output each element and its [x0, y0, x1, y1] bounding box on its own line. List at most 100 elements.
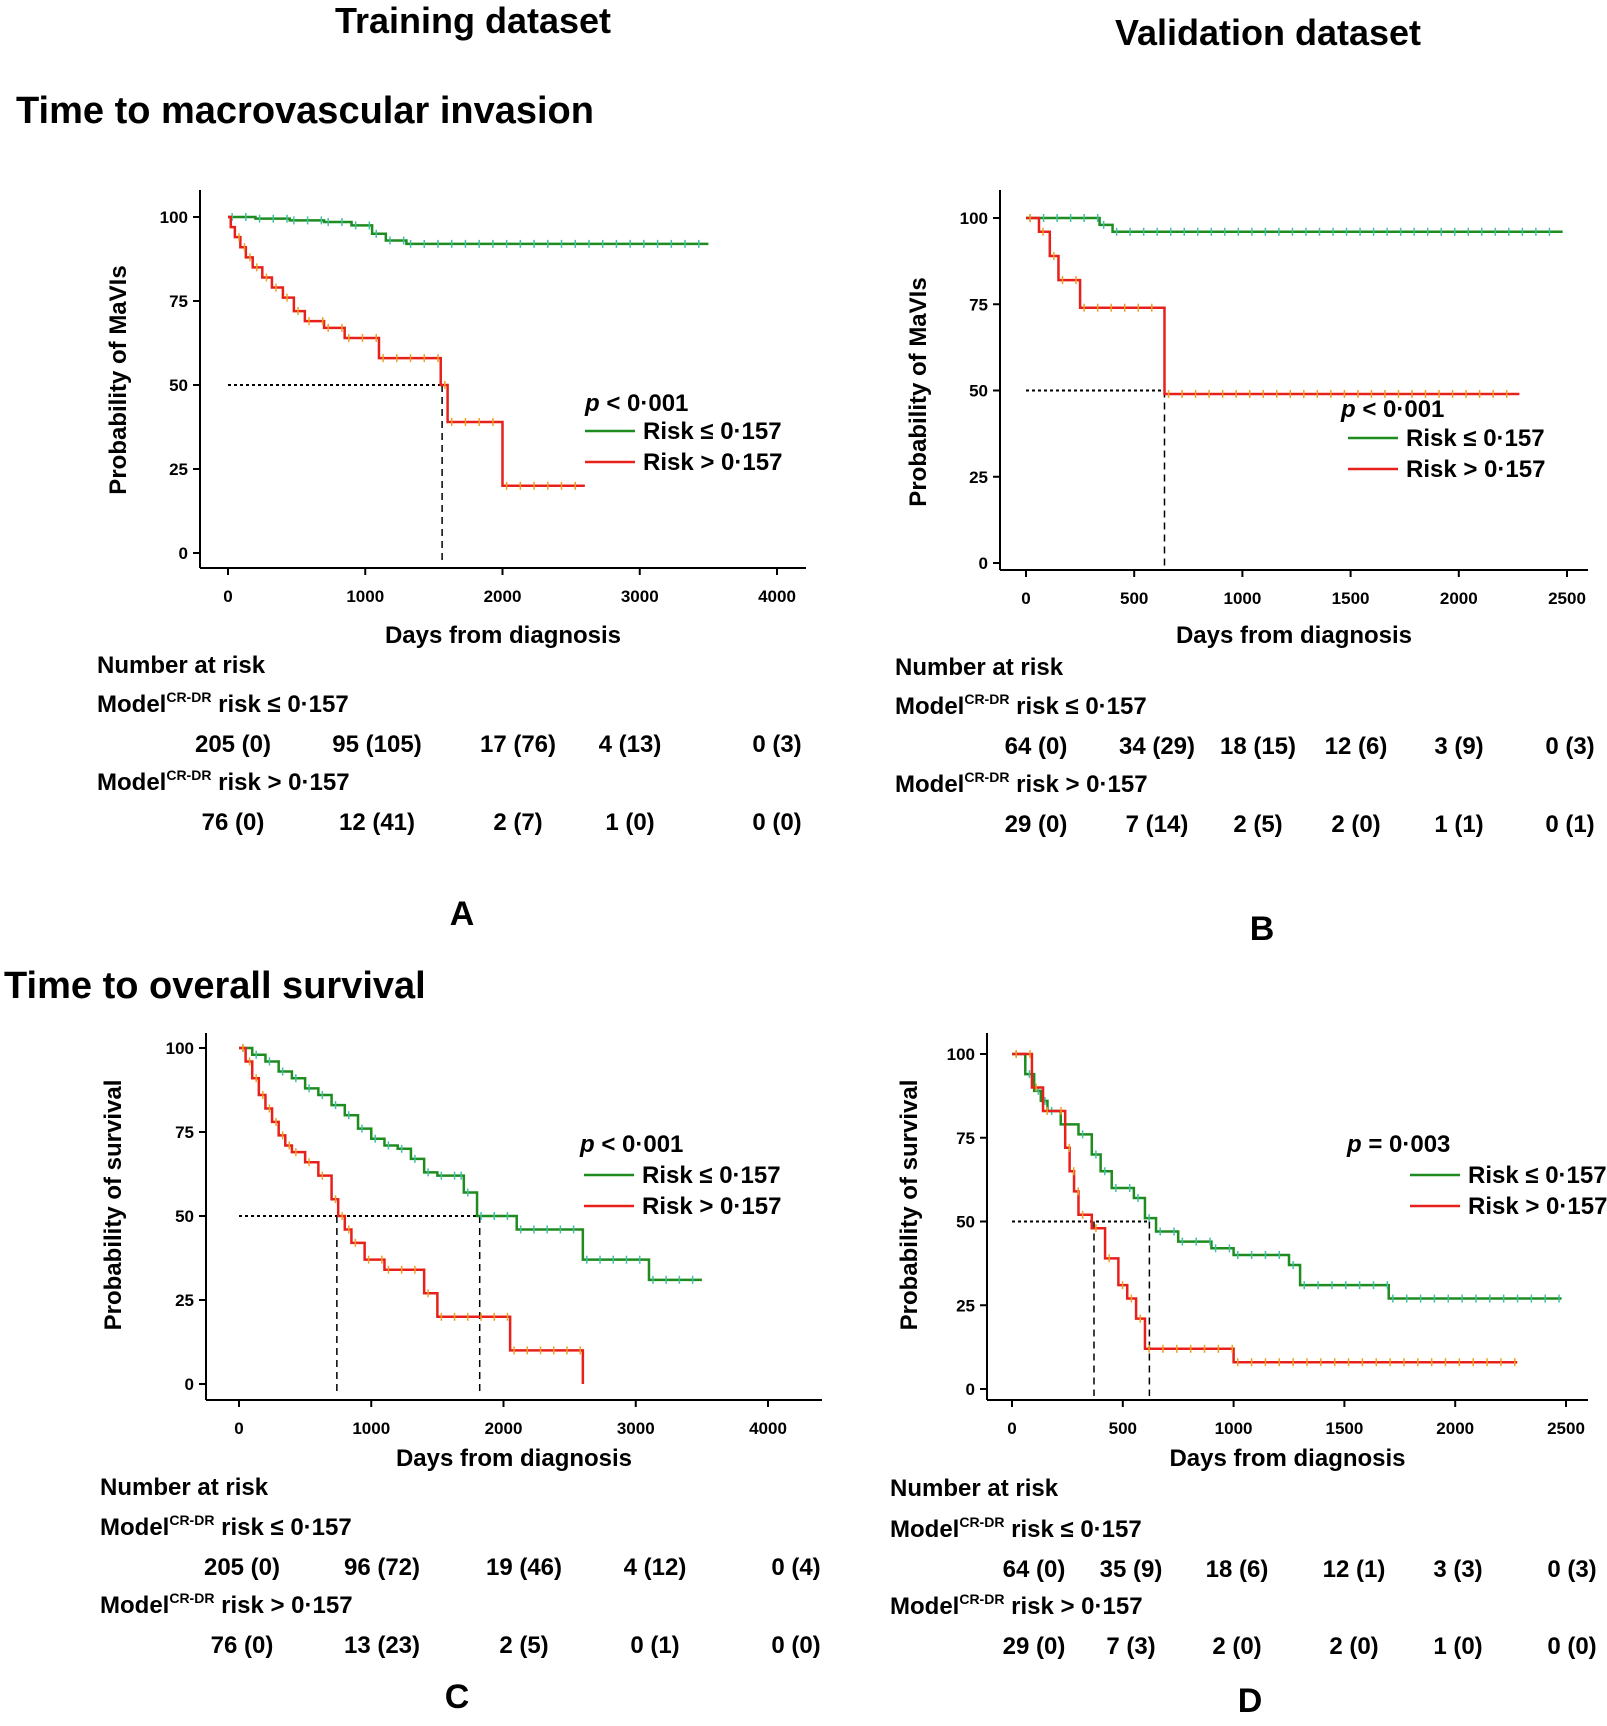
x-axis-label: Days from diagnosis	[396, 1445, 632, 1472]
panel-letter: C	[445, 1678, 470, 1716]
header-training: Training dataset	[335, 0, 611, 41]
x-tick-label: 0	[1007, 1419, 1016, 1438]
legend-entry: Risk ≤ 0·157	[1406, 425, 1545, 452]
x-tick-label: 0	[234, 1419, 243, 1438]
y-tick-label: 25	[969, 468, 988, 487]
risk-table-cell: 64 (0)	[1005, 733, 1068, 760]
risk-table-cell: 13 (23)	[344, 1632, 420, 1659]
x-tick-label: 3000	[617, 1419, 655, 1438]
panel-letter: A	[450, 895, 475, 933]
risk-table-cell: 205 (0)	[204, 1554, 280, 1581]
legend-entry: Risk > 0·157	[642, 1193, 781, 1220]
risk-table-cell: 205 (0)	[195, 731, 271, 758]
x-tick-label: 2500	[1548, 589, 1586, 608]
risk-table-row-label-high: ModelCR-DR risk > 0·157	[100, 1590, 353, 1619]
risk-table-cell: 18 (6)	[1206, 1556, 1269, 1583]
legend-entry: Risk > 0·157	[643, 449, 782, 476]
x-tick-label: 2500	[1547, 1419, 1585, 1438]
y-axis-label: Probability of MaVIs	[105, 265, 132, 494]
risk-table-cell: 0 (0)	[1547, 1633, 1596, 1660]
risk-table-cell: 0 (1)	[630, 1632, 679, 1659]
y-tick-label: 75	[969, 295, 988, 314]
x-axis-label: Days from diagnosis	[1169, 1445, 1405, 1472]
header-validation: Validation dataset	[1115, 12, 1421, 53]
risk-table-title: Number at risk	[97, 652, 266, 679]
y-tick-label: 100	[160, 208, 188, 227]
risk-table-cell: 12 (1)	[1323, 1556, 1386, 1583]
risk-table-cell: 96 (72)	[344, 1554, 420, 1581]
x-tick-label: 2000	[485, 1419, 523, 1438]
panel-letter: B	[1250, 910, 1275, 948]
risk-table-cell: 29 (0)	[1003, 1633, 1066, 1660]
y-tick-label: 100	[166, 1039, 194, 1058]
y-tick-label: 50	[169, 376, 188, 395]
y-tick-label: 25	[169, 460, 188, 479]
risk-table-cell: 3 (3)	[1433, 1556, 1482, 1583]
risk-table-row-label-high: ModelCR-DR risk > 0·157	[895, 769, 1148, 798]
p-value: p < 0·001	[584, 390, 688, 417]
y-tick-label: 75	[956, 1129, 975, 1148]
risk-table-cell: 0 (1)	[1545, 811, 1594, 838]
legend-entry: Risk > 0·157	[1468, 1193, 1607, 1220]
series-high-risk-line	[228, 215, 585, 488]
series-high-risk-line	[1012, 1052, 1518, 1364]
risk-table-row-label-high: ModelCR-DR risk > 0·157	[890, 1591, 1143, 1620]
risk-table-cell: 2 (0)	[1329, 1633, 1378, 1660]
risk-table-cell: 76 (0)	[211, 1632, 274, 1659]
y-axis-label: Probability of survival	[100, 1080, 127, 1331]
risk-table-cell: 17 (76)	[480, 731, 556, 758]
risk-table-cell: 34 (29)	[1119, 733, 1195, 760]
risk-table-cell: 2 (5)	[499, 1632, 548, 1659]
y-tick-label: 0	[966, 1380, 975, 1399]
risk-table-cell: 64 (0)	[1003, 1556, 1066, 1583]
x-axis-label: Days from diagnosis	[385, 622, 621, 649]
y-tick-label: 50	[175, 1207, 194, 1226]
risk-table-title: Number at risk	[890, 1475, 1059, 1502]
y-tick-label: 25	[956, 1296, 975, 1315]
risk-table-cell: 2 (0)	[1212, 1633, 1261, 1660]
legend-entry: Risk ≤ 0·157	[1468, 1162, 1607, 1189]
y-tick-label: 75	[175, 1123, 194, 1142]
risk-table-cell: 2 (0)	[1331, 811, 1380, 838]
section-title-mavi: Time to macrovascular invasion	[16, 90, 594, 132]
series-high-risk-line	[239, 1046, 585, 1384]
y-tick-label: 0	[185, 1375, 194, 1394]
x-tick-label: 1500	[1325, 1419, 1363, 1438]
y-tick-label: 100	[947, 1045, 975, 1064]
y-tick-label: 75	[169, 292, 188, 311]
y-tick-label: 50	[956, 1213, 975, 1232]
risk-table-title: Number at risk	[100, 1474, 269, 1501]
risk-table-cell: 18 (15)	[1220, 733, 1296, 760]
x-tick-label: 4000	[749, 1419, 787, 1438]
risk-table-cell: 1 (1)	[1434, 811, 1483, 838]
legend-entry: Risk > 0·157	[1406, 456, 1545, 483]
x-tick-label: 0	[1021, 589, 1030, 608]
x-tick-label: 4000	[758, 587, 796, 606]
panel-letter: D	[1238, 1682, 1263, 1720]
risk-table-title: Number at risk	[895, 654, 1064, 681]
risk-table-cell: 95 (105)	[332, 731, 421, 758]
series-high-risk-line	[1026, 216, 1520, 396]
y-tick-label: 25	[175, 1291, 194, 1310]
risk-table-cell: 7 (14)	[1126, 811, 1189, 838]
risk-table-cell: 0 (0)	[752, 809, 801, 836]
risk-table-cell: 3 (9)	[1434, 733, 1483, 760]
x-tick-label: 1000	[1223, 589, 1261, 608]
risk-table-row-label-high: ModelCR-DR risk > 0·157	[97, 767, 350, 796]
x-axis-label: Days from diagnosis	[1176, 622, 1412, 649]
risk-table-cell: 12 (41)	[339, 809, 415, 836]
y-axis-label: Probability of MaVIs	[905, 277, 932, 506]
p-value: p = 0·003	[1346, 1131, 1450, 1158]
risk-table-cell: 2 (7)	[493, 809, 542, 836]
x-tick-label: 2000	[484, 587, 522, 606]
risk-table-cell: 0 (0)	[771, 1632, 820, 1659]
legend-entry: Risk ≤ 0·157	[643, 418, 782, 445]
x-tick-label: 1500	[1332, 589, 1370, 608]
x-tick-label: 2000	[1440, 589, 1478, 608]
y-tick-label: 0	[979, 554, 988, 573]
